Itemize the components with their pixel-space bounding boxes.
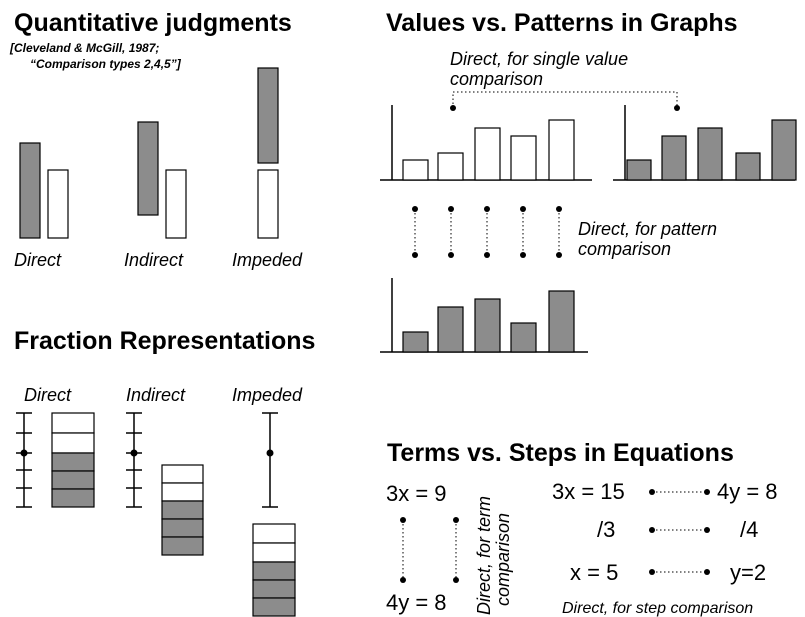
label: Indirect (124, 250, 184, 270)
label: Indirect (126, 385, 186, 405)
note: Direct, for term (474, 496, 494, 615)
note: Direct, for step comparison (562, 600, 753, 617)
label: Direct (24, 385, 72, 405)
label: Impeded (232, 385, 303, 405)
title: Fraction Representations (14, 327, 315, 355)
citation: “Comparison types 2,4,5”] (30, 57, 182, 71)
eq-connectors (400, 489, 710, 583)
note: comparison (578, 239, 671, 259)
fraction-shapes (16, 412, 296, 617)
citation: [Cleveland & McGill, 1987; (9, 41, 159, 55)
title: Values vs. Patterns in Graphs (386, 9, 738, 37)
equation: 3x = 9 (386, 481, 447, 506)
note: Direct, for single value (450, 49, 628, 69)
equation: 4y = 8 (386, 590, 447, 615)
note: comparison (493, 513, 513, 606)
equation: /4 (740, 517, 758, 542)
bars (19, 67, 279, 239)
title: Quantitative judgments (14, 9, 292, 37)
equation: x = 5 (570, 560, 618, 585)
equation: 3x = 15 (552, 479, 625, 504)
equation: 4y = 8 (717, 479, 778, 504)
note: comparison (450, 69, 543, 89)
equation: /3 (597, 517, 615, 542)
equation: y=2 (730, 560, 766, 585)
connectors (380, 91, 797, 353)
label: Impeded (232, 250, 303, 270)
note: Direct, for pattern (578, 219, 717, 239)
title: Terms vs. Steps in Equations (387, 439, 734, 467)
label: Direct (14, 250, 62, 270)
